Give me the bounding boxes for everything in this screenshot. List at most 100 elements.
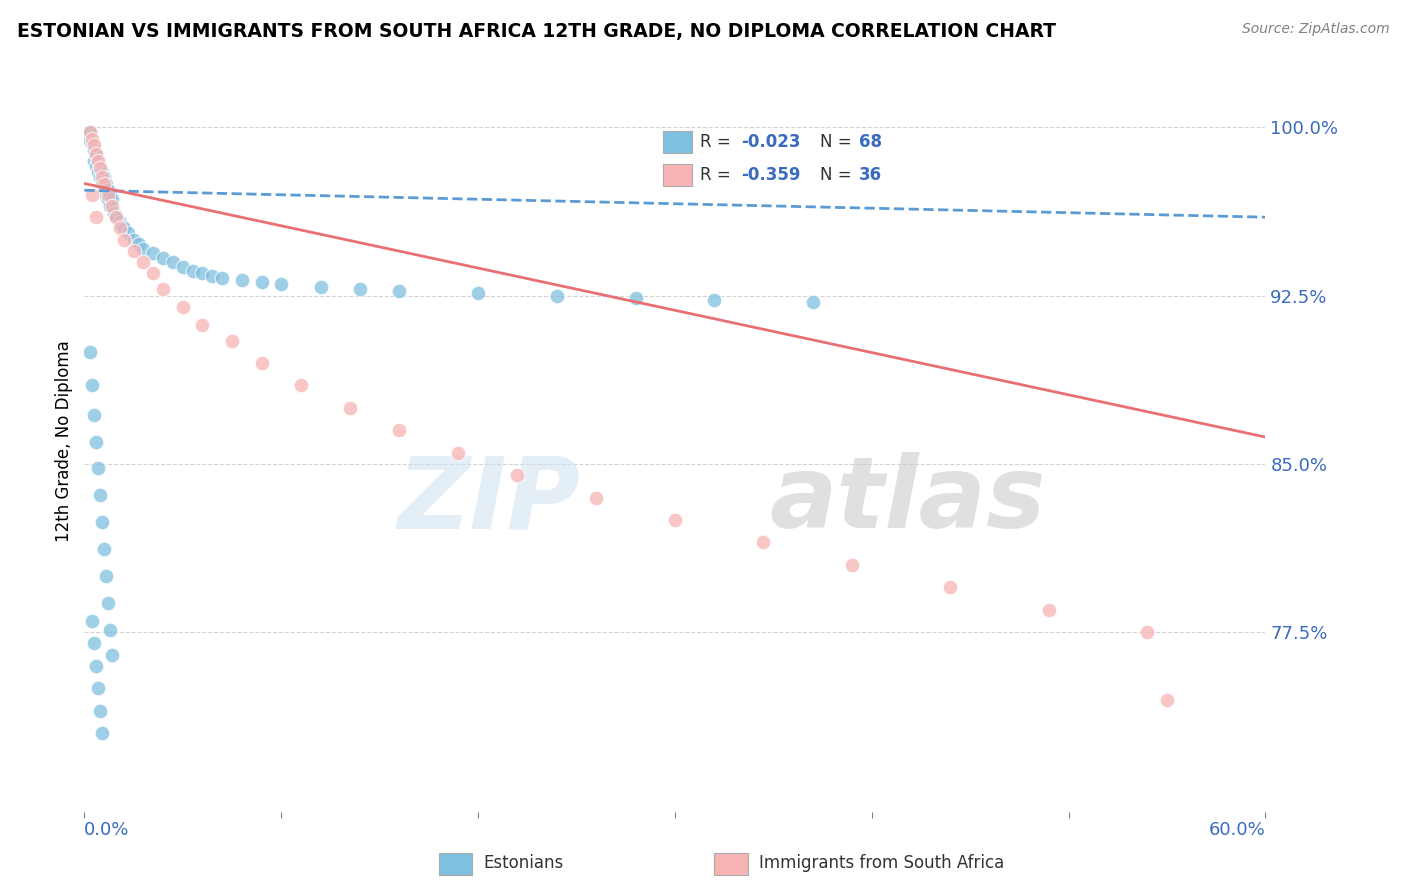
Point <box>349 282 371 296</box>
Point <box>79 344 101 359</box>
Point <box>91 169 114 184</box>
Point <box>664 513 686 527</box>
Point <box>83 143 105 157</box>
Point <box>1136 625 1159 640</box>
Point <box>87 461 110 475</box>
Point <box>152 282 174 296</box>
Point <box>128 237 150 252</box>
Point <box>104 210 127 224</box>
Point <box>77 131 100 145</box>
Point <box>309 279 332 293</box>
Point <box>290 378 312 392</box>
Point <box>117 226 139 240</box>
Text: 0.0%: 0.0% <box>84 821 129 838</box>
Point <box>94 569 117 583</box>
Text: Estonians: Estonians <box>484 854 564 872</box>
Point <box>98 199 121 213</box>
Point <box>94 177 117 191</box>
Point <box>87 165 110 179</box>
Point <box>97 596 120 610</box>
Point <box>82 378 104 392</box>
Point <box>250 275 273 289</box>
Point <box>546 289 568 303</box>
FancyBboxPatch shape <box>439 853 472 875</box>
Point <box>91 177 114 191</box>
Point <box>97 187 120 202</box>
Point <box>84 147 107 161</box>
Point <box>84 159 107 173</box>
Point <box>201 268 224 283</box>
Text: -0.023: -0.023 <box>741 133 801 151</box>
Point <box>94 187 117 202</box>
Point <box>93 169 115 184</box>
Point <box>1156 692 1178 706</box>
Point <box>98 187 121 202</box>
Y-axis label: 12th Grade, No Diploma: 12th Grade, No Diploma <box>55 341 73 542</box>
Point <box>93 177 115 191</box>
Point <box>91 726 114 740</box>
Text: 68: 68 <box>859 133 882 151</box>
Point <box>82 136 104 150</box>
Point <box>82 131 104 145</box>
Point <box>82 187 104 202</box>
Point <box>101 199 124 213</box>
Point <box>89 161 111 175</box>
Point <box>111 219 134 234</box>
Point <box>82 614 104 628</box>
Point <box>83 138 105 153</box>
Text: ESTONIAN VS IMMIGRANTS FROM SOUTH AFRICA 12TH GRADE, NO DIPLOMA CORRELATION CHAR: ESTONIAN VS IMMIGRANTS FROM SOUTH AFRICA… <box>17 22 1056 41</box>
Point <box>447 446 470 460</box>
Point <box>79 125 101 139</box>
Point <box>211 270 233 285</box>
Point <box>250 356 273 370</box>
Point <box>84 210 107 224</box>
Point <box>585 491 607 505</box>
Point <box>841 558 863 572</box>
Point <box>89 161 111 175</box>
Point <box>162 255 184 269</box>
Point <box>221 334 243 348</box>
Point <box>388 284 411 298</box>
Point <box>181 264 204 278</box>
Point <box>83 636 105 650</box>
Point <box>142 246 165 260</box>
Point <box>152 251 174 265</box>
Point <box>703 293 725 308</box>
Point <box>87 154 110 169</box>
Point <box>93 542 115 557</box>
Text: Immigrants from South Africa: Immigrants from South Africa <box>759 854 1004 872</box>
Point <box>191 266 214 280</box>
Point <box>84 147 107 161</box>
Point <box>624 291 647 305</box>
Point <box>89 169 111 184</box>
Point <box>388 423 411 437</box>
FancyBboxPatch shape <box>664 164 692 186</box>
Point <box>84 434 107 449</box>
Point <box>270 277 292 292</box>
Text: Source: ZipAtlas.com: Source: ZipAtlas.com <box>1241 22 1389 37</box>
Point <box>801 295 824 310</box>
Point <box>104 210 127 224</box>
FancyBboxPatch shape <box>664 131 692 153</box>
Point <box>112 221 135 235</box>
Point <box>939 580 962 594</box>
Point <box>89 488 111 502</box>
Point <box>132 255 155 269</box>
Point <box>91 516 114 530</box>
Point <box>98 623 121 637</box>
Point <box>752 535 775 549</box>
Text: -0.359: -0.359 <box>741 166 801 184</box>
Point <box>191 318 214 332</box>
Point <box>83 408 105 422</box>
Point <box>84 659 107 673</box>
Text: R =: R = <box>700 166 735 184</box>
Point <box>89 704 111 718</box>
FancyBboxPatch shape <box>714 853 748 875</box>
Point <box>467 286 489 301</box>
Point <box>132 242 155 256</box>
Point <box>339 401 361 415</box>
Point <box>87 154 110 169</box>
Point <box>231 273 253 287</box>
Point <box>122 244 145 258</box>
Point <box>122 233 145 247</box>
